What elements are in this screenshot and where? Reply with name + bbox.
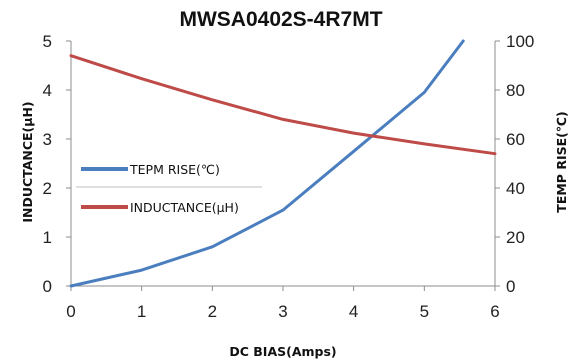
y-tick-label: 2	[43, 179, 52, 198]
y2-tick-label: 100	[506, 32, 534, 51]
y-tick-label: 4	[43, 81, 52, 100]
axes	[66, 40, 500, 291]
x-tick-label: 5	[420, 302, 429, 321]
x-tick-label: 0	[66, 302, 75, 321]
x-tick-label: 1	[137, 302, 146, 321]
y2-tick-label: 60	[506, 130, 525, 149]
y-tick-label: 5	[43, 32, 52, 51]
series-line-temp-rise	[69, 39, 465, 288]
y-tick-label: 0	[43, 277, 52, 296]
legend-label: TEPM RISE(℃)	[129, 162, 220, 177]
x-tick-label: 2	[208, 302, 217, 321]
legend: TEPM RISE(℃) INDUCTANCE(μH)	[76, 162, 262, 215]
y-tick-label: 3	[43, 130, 52, 149]
x-axis-label: DC BIAS(Amps)	[229, 344, 336, 359]
series-lines	[69, 39, 497, 288]
y2-tick-label: 40	[506, 179, 525, 198]
y-axis-label: INDUCTANCE(μH)	[20, 101, 35, 222]
chart-title: MWSA0402S-4R7MT	[179, 8, 382, 31]
y2-axis-label: TEMP RISE(℃)	[554, 111, 569, 212]
series-line-inductance	[69, 54, 497, 156]
x-tick-label: 3	[278, 302, 287, 321]
y2-tick-label: 80	[506, 81, 525, 100]
x-tick-label: 4	[349, 302, 358, 321]
x-tick-label: 6	[490, 302, 499, 321]
y-tick-label: 1	[43, 228, 52, 247]
y2-tick-label: 0	[506, 277, 515, 296]
legend-label: INDUCTANCE(μH)	[130, 200, 239, 215]
y2-tick-label: 20	[506, 228, 525, 247]
